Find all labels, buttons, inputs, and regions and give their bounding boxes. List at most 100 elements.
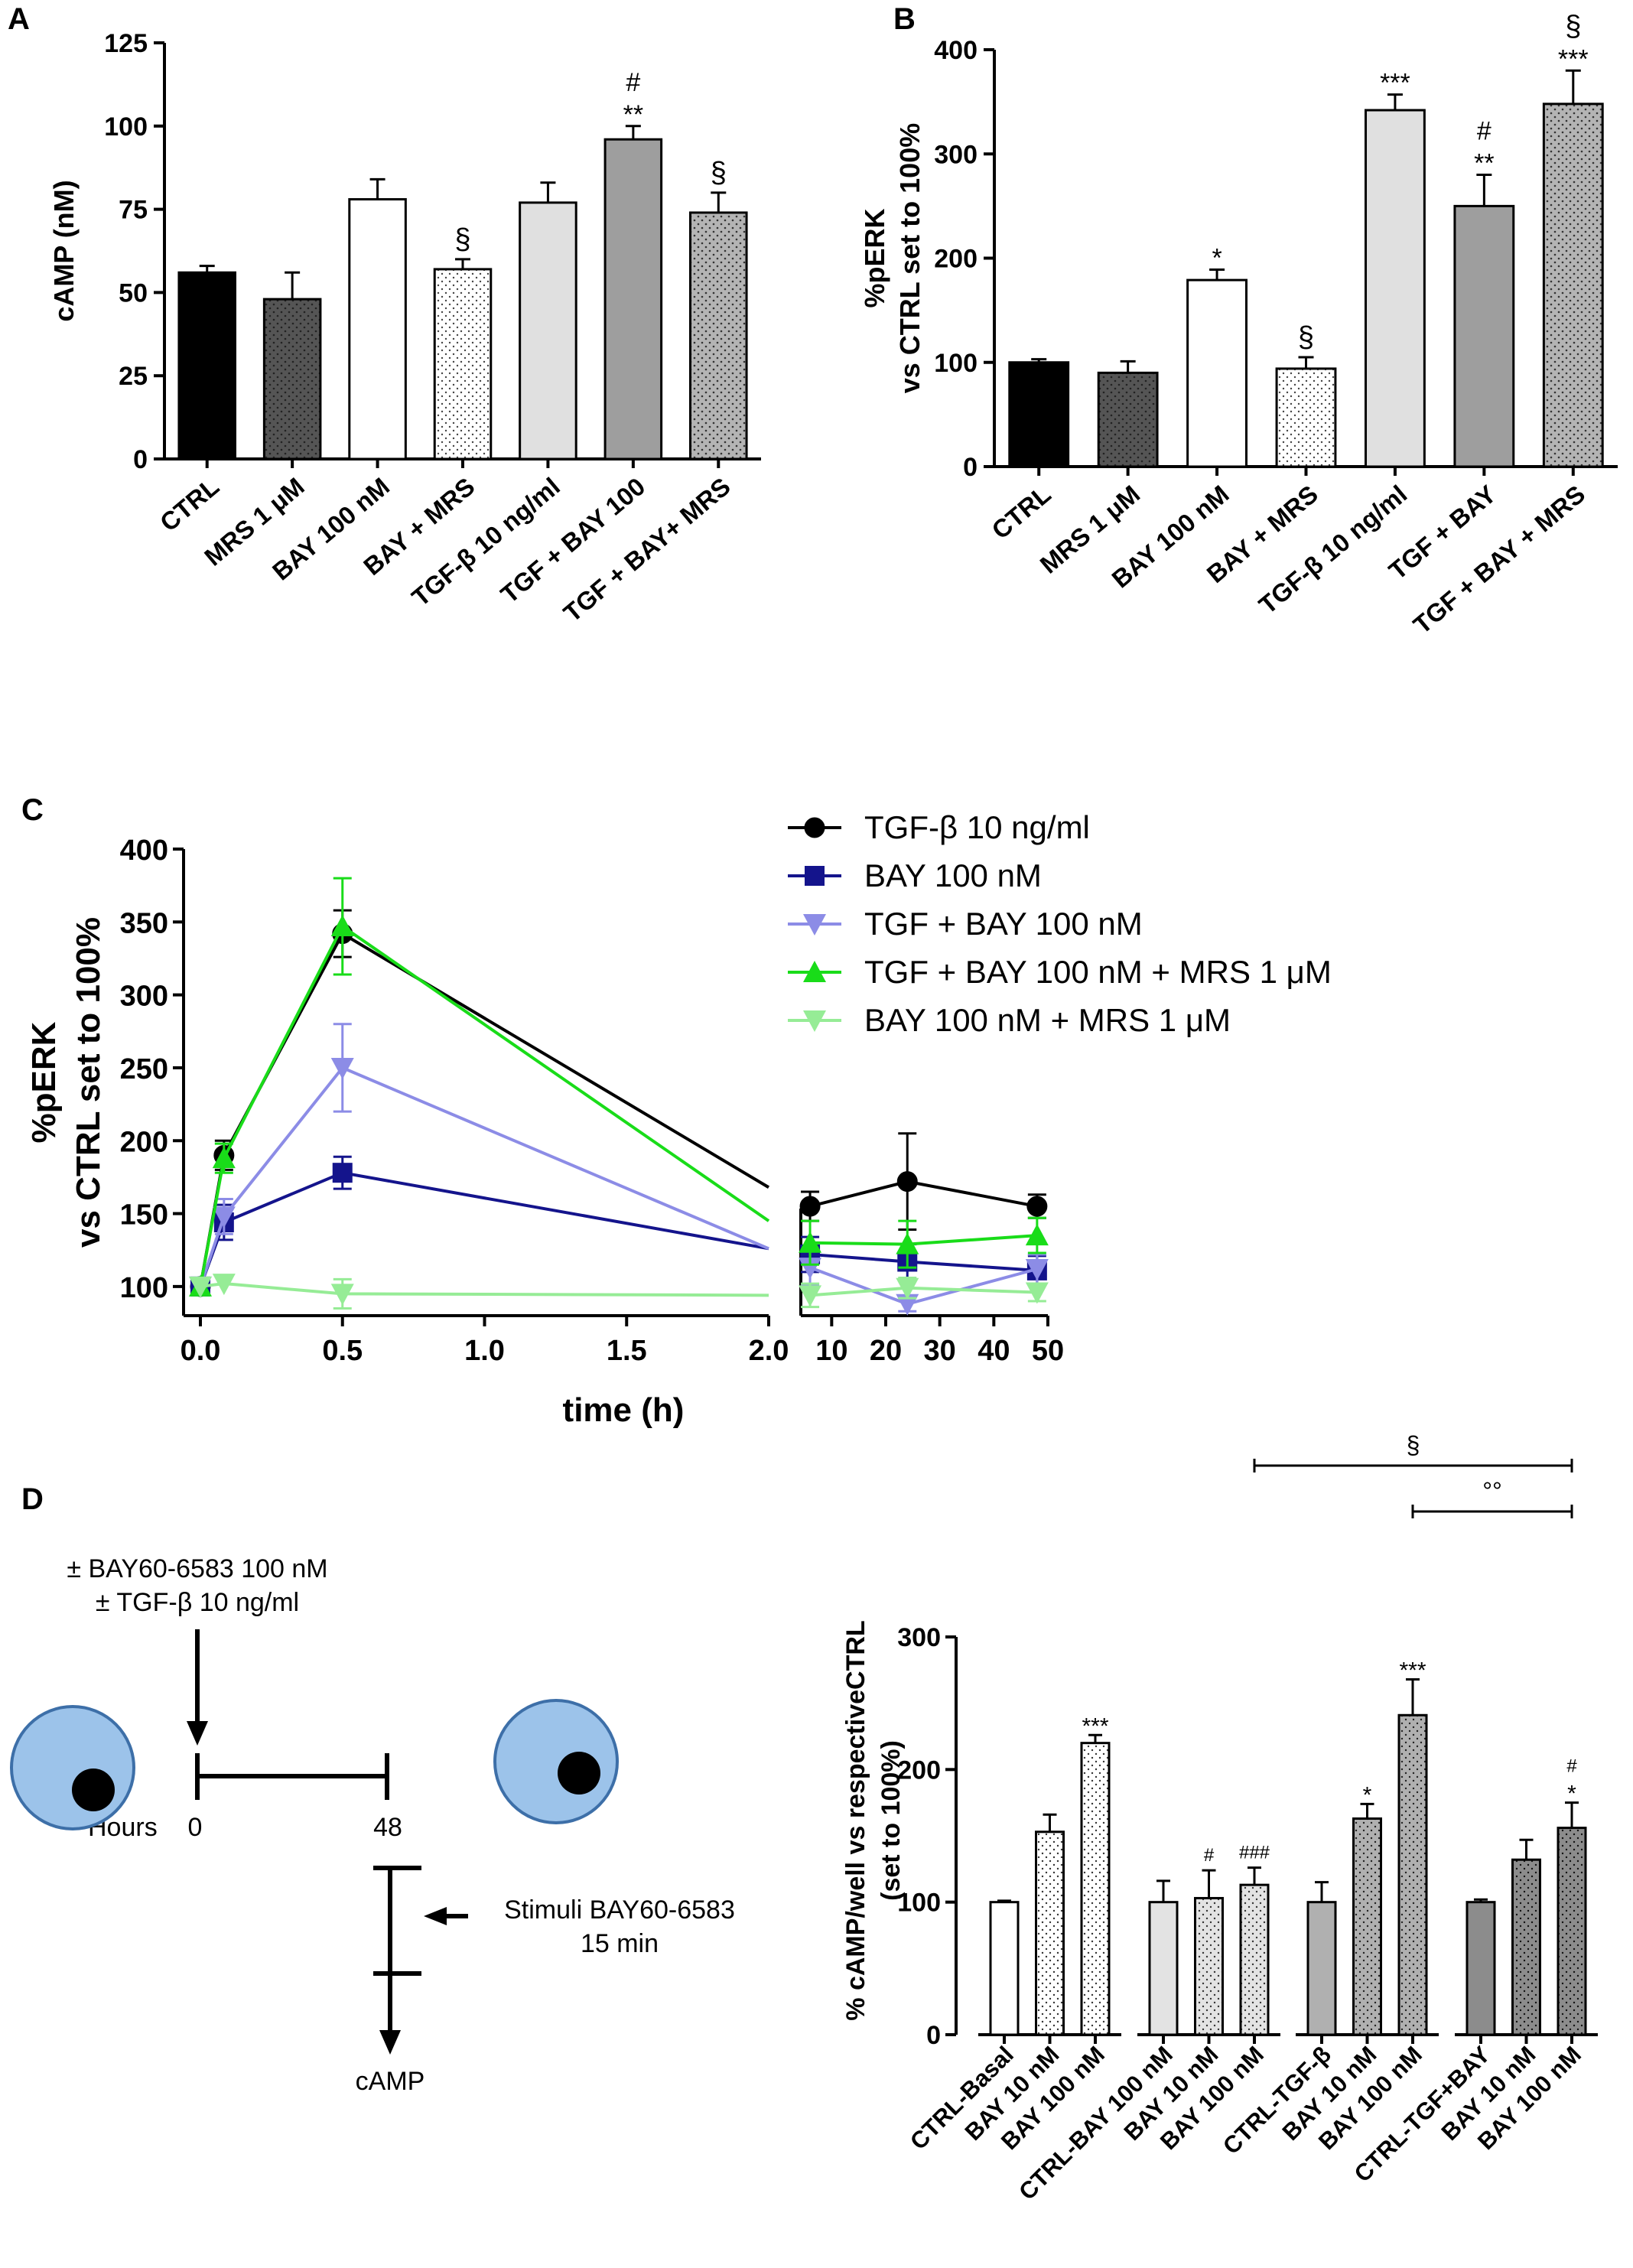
significance-label: § [1298,321,1314,353]
y-tick-label: 100 [120,1272,168,1304]
data-point [212,1206,236,1228]
x-tick-label: 1.5 [607,1335,647,1367]
series-2 [189,1023,1049,1316]
legend-label: BAY 100 nM [864,857,1042,893]
x-tick-label: 40 [978,1335,1010,1367]
x-tick-label: 10 [815,1335,847,1367]
y-axis-label-line: %pERK [859,208,890,307]
stimulus-duration-label: 15 min [581,1929,659,1958]
bar [1035,1830,1065,2036]
y-tick-label: 400 [120,835,168,867]
y-tick-label: 200 [934,245,978,274]
bar [1511,1858,1541,2036]
y-tick-label: 25 [119,362,148,391]
data-point [212,1274,236,1296]
hour-end-label: 48 [373,1813,402,1842]
data-point [896,1277,919,1300]
panel-letter-b: B [893,2,916,36]
y-axis-label: cAMP (nM) [48,180,80,321]
data-point [1025,1282,1049,1304]
x-tick-label: TGF-β 10 ng/ml [1254,480,1413,620]
comparison-bracket-label: § [1407,1431,1420,1459]
y-tick-label: 300 [120,981,168,1013]
bar [1148,1901,1179,2036]
y-axis-label-line: vs CTRL set to 100% [70,917,107,1248]
series-line-segment-2 [805,1266,1038,1306]
comparison-bracket-label: °° [1482,1477,1502,1505]
data-point [330,1057,354,1079]
bar [1352,1817,1382,2036]
y-axis-label-line: % cAMP/well vs respectiveCTRL [841,1620,870,2020]
readout-arrow-head [379,2030,401,2055]
cell-after-icon [493,1699,619,1824]
data-point [799,1258,822,1280]
bar [603,138,663,460]
y-axis-label-line: %pERK [25,1021,63,1143]
series-4 [189,1274,1049,1310]
data-point [1025,1259,1049,1280]
stimulus-arrow-head [424,1907,447,1925]
bar [519,201,577,460]
y-axis-label-line: vs CTRL set to 100% [894,123,925,393]
legend-label: TGF + BAY 100 nM [864,906,1143,942]
series-3 [189,877,1049,1297]
readout-label: cAMP [356,2067,425,2096]
y-tick-label: 300 [934,140,978,169]
significance-label: # [1566,1756,1577,1777]
bar [1008,361,1070,468]
chart-c: 100 150 200 250 300 350 400 %pERK vs CTRL set to… [25,809,1332,1429]
cell-before-icon [10,1705,135,1830]
series-line-segment-1 [199,1066,769,1287]
y-tick-label: 75 [119,196,148,225]
bar [1465,1901,1496,2036]
data-point [1025,1224,1049,1246]
treatment-label-tgf: ± TGF-β 10 ng/ml [96,1588,299,1617]
significance-label: ** [623,100,643,129]
significance-label: ** [1474,149,1494,178]
data-point [189,1276,212,1298]
chart-d: 0 100 200 300 % cAMP/well vs respectiveCTRL(… [841,1431,1598,2205]
bar [1542,102,1604,468]
x-tick-label: 0.0 [181,1335,221,1367]
significance-label: * [1567,1782,1576,1807]
bar [1097,371,1159,468]
y-tick-label: 50 [119,278,148,307]
data-point [1026,1196,1048,1217]
x-tick-label: 30 [924,1335,956,1367]
y-tick-label: 150 [120,1199,168,1232]
series-line-segment-2 [805,1286,1037,1297]
x-tick-label: CTRL [987,480,1056,545]
significance-label: *** [1558,44,1589,73]
y-tick-label: 350 [120,907,168,939]
bar [433,268,493,460]
y-axis-label-line: (set to 100%) [877,1740,906,1901]
x-tick-label: 0.5 [322,1335,363,1367]
legend-marker [803,1010,826,1032]
bar [1239,1883,1270,2036]
cell-before-nucleus-icon [72,1769,115,1811]
data-point [799,1285,822,1307]
chart-b: 0 100 200 300 400 %pERK vs CTRL set to 100% CTR… [859,10,1618,639]
bar [1557,1827,1587,2036]
series-line-segment-1 [199,924,770,1287]
significance-label: * [1363,1782,1372,1808]
legend-label: BAY 100 nM + MRS 1 μM [864,1002,1231,1038]
y-tick-label: 0 [133,445,148,474]
y-tick-label: 200 [120,1126,168,1158]
legend-marker [805,866,825,886]
significance-label: *** [1399,1658,1426,1683]
bar [1275,367,1337,468]
legend-label: TGF + BAY 100 nM + MRS 1 μM [864,954,1332,990]
stimulus-label: Stimuli BAY60-6583 [504,1895,735,1925]
significance-label: *** [1082,1713,1108,1739]
series-line-segment-2 [805,1180,1038,1209]
y-tick-label: 125 [104,29,148,58]
treatment-arrow-head [187,1721,208,1746]
bar [1080,1742,1111,2036]
bar [1365,109,1426,468]
data-point [896,1232,919,1254]
series-line-segment-1 [200,1282,769,1297]
data-point [896,1293,919,1316]
bar [348,198,407,460]
